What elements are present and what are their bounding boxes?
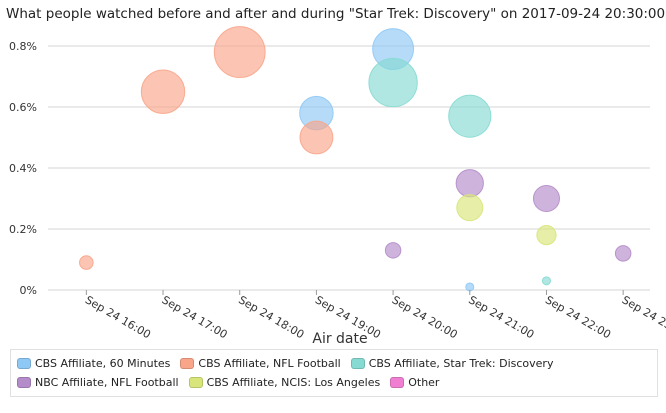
legend-swatch [17, 377, 31, 388]
legend-item[interactable]: Other [390, 373, 439, 392]
x-axis-title: Air date [312, 331, 367, 345]
y-tick-label: 0.4% [9, 162, 37, 175]
data-bubble[interactable] [536, 224, 557, 246]
legend-label: CBS Affiliate, NFL Football [198, 357, 341, 370]
x-tick-label: Sep 24 23:00 [620, 293, 666, 341]
data-bubble[interactable] [532, 184, 560, 213]
legend-swatch [17, 358, 31, 369]
legend-item[interactable]: CBS Affiliate, NFL Football [180, 354, 341, 373]
bubble-chart: 0% 0.2% 0.4% 0.6% 0.8% Sep 24 16:00 Sep 24 17… [9, 26, 666, 345]
x-axis-tick-labels: Sep 24 16:00 Sep 24 17:00 Sep 24 18:00 Sep … [83, 290, 666, 341]
legend-swatch [350, 358, 365, 369]
x-tick-label: Sep 24 16:00 [83, 293, 153, 341]
data-bubble[interactable] [368, 57, 418, 108]
data-bubble[interactable] [541, 276, 552, 286]
y-tick-label: 0.8% [9, 40, 37, 53]
legend-item[interactable]: CBS Affiliate, NCIS: Los Angeles [188, 373, 381, 392]
data-bubble[interactable] [79, 255, 94, 270]
x-tick-label: Sep 24 21:00 [466, 293, 536, 341]
data-bubble[interactable] [455, 169, 484, 198]
x-tick-label: Sep 24 17:00 [160, 293, 230, 341]
legend-swatch [390, 377, 405, 388]
legend-label: CBS Affiliate, NCIS: Los Angeles [206, 376, 381, 389]
legend-item[interactable]: NBC Affiliate, NFL Football [17, 373, 179, 392]
legend-label: CBS Affiliate, 60 Minutes [35, 357, 171, 370]
chart-title: What people watched before and after and… [6, 6, 666, 22]
data-bubble[interactable] [614, 245, 632, 262]
data-bubble[interactable] [213, 26, 266, 79]
y-axis-tick-labels: 0% 0.2% 0.4% 0.6% 0.8% [9, 40, 37, 297]
legend-label: Other [408, 376, 440, 389]
x-tick-label: Sep 24 22:00 [543, 293, 613, 341]
data-bubble[interactable] [456, 194, 484, 222]
bubbles [79, 26, 632, 292]
y-tick-label: 0.6% [9, 101, 37, 114]
data-bubble[interactable] [465, 282, 475, 292]
data-bubble[interactable] [448, 94, 492, 138]
data-bubble[interactable] [384, 242, 402, 259]
legend-swatch [188, 377, 203, 388]
legend-label: NBC Affiliate, NFL Football [35, 376, 179, 389]
y-tick-label: 0% [20, 284, 37, 297]
gridlines [48, 45, 650, 291]
data-bubble[interactable] [140, 69, 186, 114]
x-tick-label: Sep 24 18:00 [236, 293, 306, 341]
legend: CBS Affiliate, 60 Minutes CBS Affiliate, … [10, 349, 658, 397]
data-bubble[interactable] [299, 120, 334, 155]
legend-item[interactable]: CBS Affiliate, 60 Minutes [17, 354, 170, 373]
x-tick-label: Sep 24 20:00 [390, 293, 460, 341]
legend-item[interactable]: CBS Affiliate, Star Trek: Discovery [350, 354, 554, 373]
y-tick-label: 0.2% [9, 223, 37, 236]
legend-label: CBS Affiliate, Star Trek: Discovery [368, 357, 554, 370]
legend-swatch [180, 358, 195, 369]
